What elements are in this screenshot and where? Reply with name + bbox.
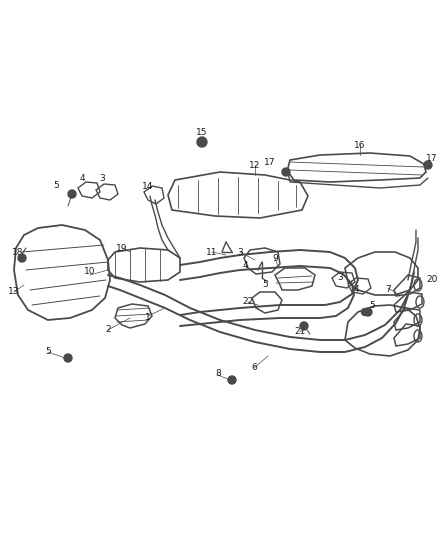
- Text: 7: 7: [385, 286, 391, 295]
- Circle shape: [228, 376, 236, 384]
- Text: 5: 5: [45, 348, 51, 357]
- Circle shape: [300, 322, 308, 330]
- Text: 4: 4: [79, 174, 85, 182]
- Text: 15: 15: [196, 127, 208, 136]
- Text: 5: 5: [53, 181, 59, 190]
- Text: 9: 9: [272, 254, 278, 262]
- Text: 19: 19: [116, 244, 128, 253]
- Circle shape: [282, 168, 290, 176]
- Text: 6: 6: [251, 364, 257, 373]
- Text: 20: 20: [426, 276, 438, 285]
- Text: 22: 22: [242, 297, 254, 306]
- Circle shape: [424, 161, 432, 169]
- Text: 3: 3: [99, 174, 105, 182]
- Text: 3: 3: [237, 247, 243, 256]
- Text: 21: 21: [294, 327, 306, 336]
- Circle shape: [18, 254, 26, 262]
- Circle shape: [197, 137, 207, 147]
- Text: 3: 3: [337, 273, 343, 282]
- Text: 14: 14: [142, 182, 154, 190]
- Text: 1: 1: [145, 313, 151, 322]
- Text: 4: 4: [353, 286, 359, 295]
- Text: 18: 18: [12, 247, 24, 256]
- Text: 13: 13: [8, 287, 20, 296]
- Text: 17: 17: [264, 158, 276, 166]
- Text: 2: 2: [105, 326, 111, 335]
- Text: 10: 10: [84, 268, 96, 277]
- Text: 8: 8: [215, 369, 221, 378]
- Text: 12: 12: [249, 160, 261, 169]
- Text: 4: 4: [242, 261, 248, 270]
- Circle shape: [68, 190, 76, 198]
- Text: 11: 11: [206, 247, 218, 256]
- Circle shape: [364, 308, 372, 316]
- Text: 5: 5: [262, 280, 268, 289]
- Text: 16: 16: [354, 141, 366, 150]
- Text: 17: 17: [426, 154, 438, 163]
- Circle shape: [361, 309, 368, 316]
- Text: 5: 5: [369, 302, 375, 311]
- Circle shape: [64, 354, 72, 362]
